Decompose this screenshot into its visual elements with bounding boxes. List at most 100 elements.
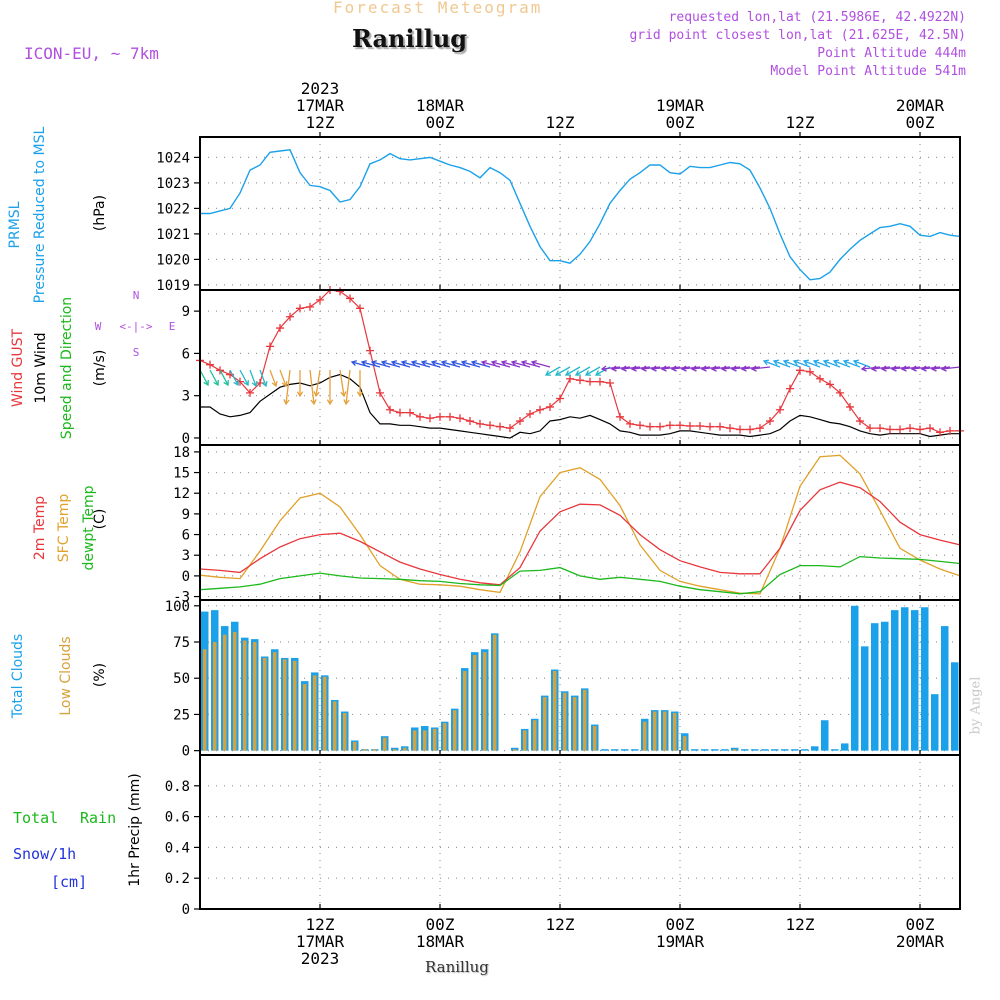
wind-direction-arrow xyxy=(351,361,371,368)
low-cloud-bar xyxy=(303,684,307,751)
wind-10m-label: 10m Wind xyxy=(33,332,49,404)
wind-direction-arrow xyxy=(411,361,431,368)
wind-gust-point xyxy=(846,402,854,411)
wind-direction-arrow xyxy=(861,366,881,370)
wind-direction-arrowhead xyxy=(700,365,707,372)
total-cloud-bar xyxy=(741,749,749,751)
wind-gust-point xyxy=(636,421,644,430)
low-cloud-bar xyxy=(453,710,457,751)
wind-direction-arrow xyxy=(249,369,257,387)
wind-gust-point xyxy=(666,421,674,430)
low-cloud-bar xyxy=(293,660,297,751)
wind-direction-arrowhead xyxy=(812,359,820,366)
wind-direction-arrow xyxy=(881,366,901,370)
wind-direction-arrowhead xyxy=(520,360,527,367)
wind-direction-arrow xyxy=(803,360,821,368)
wind-gust-point xyxy=(796,366,804,375)
panel-frame xyxy=(199,754,961,910)
wind-direction-arrow xyxy=(691,366,711,370)
bottom-time-label: 17MAR xyxy=(296,932,345,951)
y-tick-label: 0.6 xyxy=(165,810,190,826)
low-cloud-bar xyxy=(593,726,597,751)
total-cloud-bar xyxy=(721,749,729,751)
bottom-time-label: 2023 xyxy=(301,949,340,968)
wind-gust-point xyxy=(316,295,324,304)
total-cloud-bar xyxy=(621,749,629,751)
wind-gust-point xyxy=(646,422,654,431)
y-tick-label: 50 xyxy=(173,671,190,687)
wind-direction-arrow xyxy=(521,361,541,368)
low-cloud-bar xyxy=(283,659,287,751)
wind-direction-arrow xyxy=(555,366,571,376)
wind-direction-arrow xyxy=(315,369,321,397)
y-tick-label: 3 xyxy=(182,389,190,405)
precip-axis-label: 1hr Precip (mm) xyxy=(127,773,143,887)
compass-west: W xyxy=(95,320,102,333)
clouds-total-label: Total Clouds xyxy=(10,633,26,719)
wind-direction-arrow xyxy=(491,361,511,368)
total-cloud-bar xyxy=(691,749,699,751)
wind-direction-arrowhead xyxy=(360,360,367,367)
wind-direction-arrow xyxy=(931,366,951,370)
y-tick-label: 0 xyxy=(182,744,190,760)
low-cloud-bar xyxy=(263,657,267,751)
low-cloud-bar xyxy=(273,652,277,751)
wind-gust-point xyxy=(756,424,764,433)
low-cloud-bar xyxy=(443,723,447,751)
low-cloud-bar xyxy=(733,749,737,751)
low-cloud-bar xyxy=(673,712,677,751)
wind-direction-arrowhead xyxy=(750,365,757,372)
wind-gust-point xyxy=(236,377,244,386)
wind-direction-arrowhead xyxy=(822,359,830,366)
total-cloud-bar xyxy=(881,621,889,751)
wind-direction-arrowhead xyxy=(390,360,397,367)
bottom-time-label: 20MAR xyxy=(896,932,945,951)
wind-direction-arrowhead xyxy=(762,359,770,366)
compass-south: S xyxy=(133,346,140,359)
wind-gust-point xyxy=(496,422,504,431)
wind-direction-arrow xyxy=(285,369,291,405)
wind-gust-point xyxy=(686,421,694,430)
y-tick-label: 15 xyxy=(173,466,190,482)
total-cloud-bar xyxy=(631,749,639,751)
y-tick-label: 0 xyxy=(182,569,190,585)
bottom-time-label: 00Z xyxy=(666,915,695,934)
wind-direction-arrow xyxy=(481,361,501,368)
wind-direction-arrowhead xyxy=(223,379,229,387)
wind-gust-point xyxy=(246,388,254,397)
bottom-time-label: 12Z xyxy=(306,915,335,934)
y-tick-label: 6 xyxy=(182,346,190,362)
wind-gust-point xyxy=(706,422,714,431)
wind-gust-point xyxy=(296,304,304,313)
y-tick-label: 1019 xyxy=(156,278,190,294)
wind-gust-point xyxy=(526,410,534,418)
total-cloud-bar xyxy=(801,749,809,751)
wind-direction-arrow xyxy=(381,361,401,368)
wind-direction-arrow xyxy=(701,366,721,370)
wind-gust-point xyxy=(896,425,904,434)
low-cloud-bar xyxy=(343,712,347,751)
low-cloud-bar xyxy=(543,697,547,751)
wind-direction-arrowhead xyxy=(343,399,350,406)
wind-gust-point xyxy=(416,412,424,421)
total-cloud-bar xyxy=(951,662,959,751)
wind-direction-arrowhead xyxy=(842,359,850,366)
total-cloud-bar xyxy=(941,626,949,751)
y-tick-label: 0.2 xyxy=(165,871,190,887)
low-cloud-bar xyxy=(583,689,587,751)
wind-direction-arrow xyxy=(545,366,561,376)
wind-direction-arrowhead xyxy=(530,360,537,367)
wind-direction-arrow xyxy=(871,366,891,370)
wind-direction-arrow xyxy=(601,366,621,370)
y-tick-label: 1024 xyxy=(156,150,190,166)
total-cloud-bar xyxy=(761,749,769,751)
wind-direction-arrowhead xyxy=(792,359,800,366)
y-tick-label: 9 xyxy=(182,304,190,320)
top-time-label: 17MAR xyxy=(296,96,345,115)
wind-direction-arrow xyxy=(565,366,581,376)
wind-gust-point xyxy=(936,428,944,437)
total-cloud-bar xyxy=(841,743,849,751)
wind-direction-arrowhead xyxy=(243,379,249,387)
wind-direction-arrow xyxy=(471,361,491,368)
